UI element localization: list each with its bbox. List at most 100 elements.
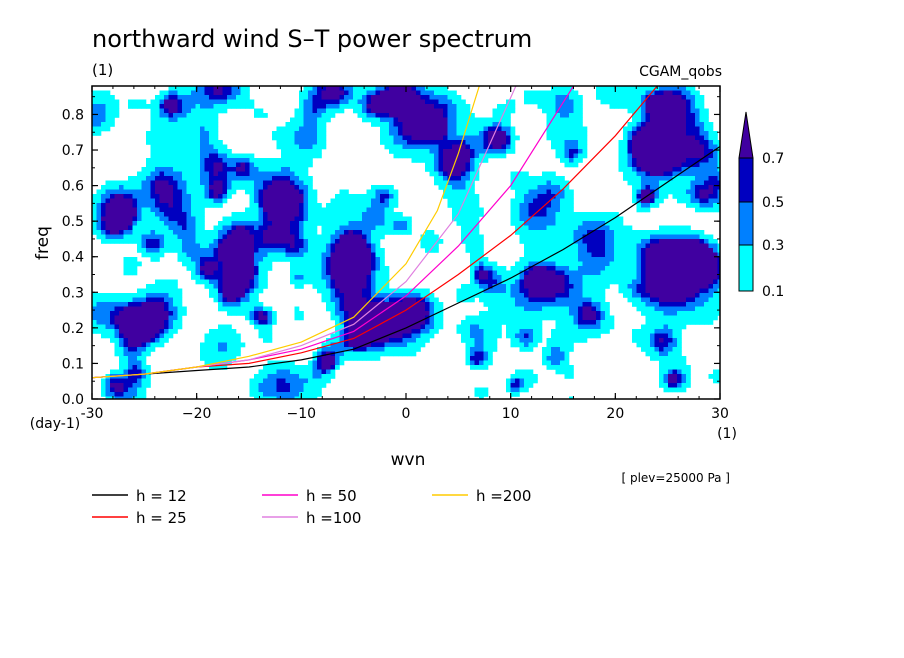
- contour-cell: [456, 131, 462, 136]
- contour-cell: [294, 140, 300, 145]
- contour-cell: [200, 198, 205, 204]
- contour-cell: [173, 180, 178, 186]
- contour-cell: [519, 176, 525, 181]
- contour-cell: [290, 279, 295, 285]
- contour-cell: [330, 266, 336, 271]
- contour-cell: [240, 99, 246, 105]
- contour-cell: [195, 216, 201, 222]
- contour-cell: [258, 230, 264, 235]
- contour-cell: [263, 257, 268, 262]
- contour-cell: [366, 207, 372, 213]
- contour-cell: [164, 167, 169, 172]
- contour-cell: [222, 158, 228, 163]
- contour-cell: [191, 108, 196, 114]
- contour-cell: [371, 212, 376, 217]
- contour-cell: [672, 239, 678, 244]
- contour-cell: [339, 239, 345, 244]
- contour-cell: [492, 135, 498, 141]
- contour-cell: [564, 140, 570, 145]
- contour-cell: [389, 122, 394, 127]
- contour-cell: [236, 248, 241, 253]
- contour-cell: [492, 144, 498, 150]
- contour-cell: [402, 315, 408, 321]
- contour-cell: [182, 185, 187, 190]
- contour-cell: [159, 104, 165, 109]
- contour-cell: [582, 311, 588, 316]
- contour-cell: [249, 171, 255, 177]
- contour-cell: [254, 270, 259, 276]
- contour-cell: [389, 126, 394, 132]
- contour-cell: [546, 248, 552, 253]
- contour-cell: [308, 104, 313, 109]
- contour-cell: [443, 153, 448, 159]
- contour-cell: [227, 311, 232, 316]
- contour-cell: [168, 99, 174, 105]
- contour-cell: [474, 275, 480, 280]
- contour-cell: [222, 198, 228, 204]
- contour-cell: [366, 315, 372, 321]
- contour-cell: [438, 122, 444, 127]
- contour-cell: [168, 117, 174, 123]
- contour-cell: [245, 221, 250, 226]
- contour-cell: [600, 248, 606, 253]
- contour-cell: [195, 234, 201, 240]
- contour-cell: [690, 266, 696, 271]
- contour-cell: [366, 252, 372, 258]
- contour-cell: [528, 293, 534, 298]
- contour-cell: [474, 248, 480, 253]
- contour-cell: [105, 239, 111, 244]
- contour-cell: [618, 230, 624, 235]
- contour-cell: [533, 270, 538, 276]
- contour-cell: [695, 275, 700, 280]
- contour-cell: [695, 180, 700, 186]
- contour-cell: [537, 306, 543, 312]
- contour-cell: [173, 189, 178, 195]
- contour-cell: [177, 212, 183, 217]
- contour-cell: [285, 162, 291, 168]
- contour-cell: [249, 225, 255, 231]
- contour-cell: [371, 293, 376, 298]
- contour-cell: [380, 99, 385, 105]
- contour-cell: [326, 216, 331, 222]
- contour-cell: [227, 248, 232, 253]
- contour-cell: [578, 302, 583, 307]
- contour-cell: [501, 311, 507, 316]
- contour-cell: [663, 108, 669, 114]
- contour-cell: [362, 216, 367, 222]
- contour-cell: [245, 171, 250, 177]
- contour-cell: [497, 302, 502, 307]
- contour-cell: [533, 279, 538, 285]
- contour-cell: [519, 239, 525, 244]
- contour-cell: [276, 207, 282, 213]
- contour-cell: [290, 212, 295, 217]
- contour-cell: [168, 122, 174, 127]
- contour-cell: [654, 234, 660, 240]
- contour-cell: [267, 203, 273, 208]
- contour-cell: [672, 113, 678, 118]
- contour-cell: [636, 302, 642, 307]
- contour-cell: [362, 113, 367, 118]
- contour-cell: [645, 207, 651, 213]
- contour-cell: [434, 140, 439, 145]
- contour-cell: [690, 176, 696, 181]
- contour-cell: [398, 144, 403, 150]
- contour-cell: [654, 144, 660, 150]
- contour-cell: [236, 167, 241, 172]
- contour-cell: [537, 95, 543, 100]
- contour-cell: [474, 243, 480, 249]
- contour-cell: [672, 108, 678, 114]
- contour-cell: [483, 122, 489, 127]
- contour-cell: [555, 99, 561, 105]
- contour-cell: [222, 225, 228, 231]
- contour-cell: [443, 167, 448, 172]
- contour-cell: [209, 135, 214, 141]
- contour-cell: [389, 86, 394, 91]
- contour-cell: [713, 284, 718, 289]
- contour-cell: [515, 221, 520, 226]
- contour-cell: [623, 284, 628, 289]
- contour-cell: [717, 167, 720, 172]
- contour-cell: [632, 86, 637, 91]
- contour-cell: [357, 212, 363, 217]
- contour-cell: [591, 212, 597, 217]
- contour-cell: [380, 230, 385, 235]
